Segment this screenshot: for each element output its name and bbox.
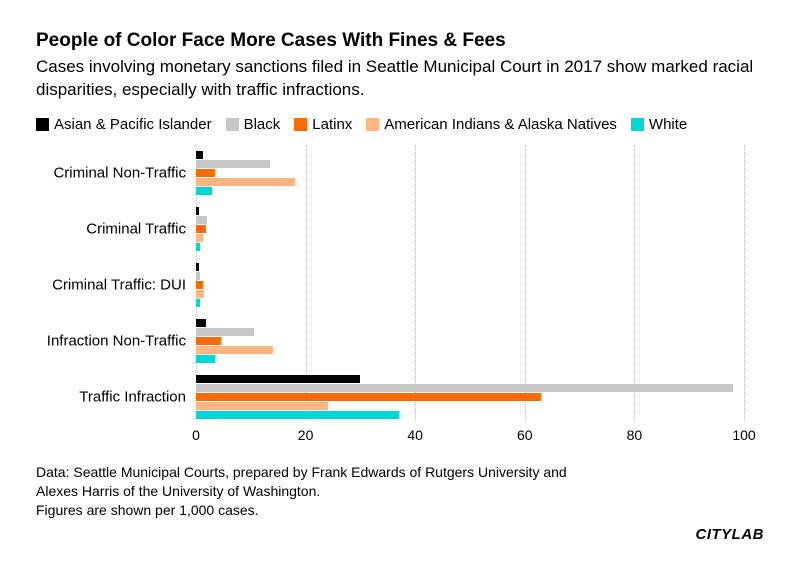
legend-label: Asian & Pacific Islander: [54, 116, 212, 133]
bar: [196, 243, 200, 251]
x-tick-label: 0: [192, 427, 200, 443]
category-group: Infraction Non-Traffic: [196, 319, 744, 363]
bar: [196, 281, 203, 289]
bar: [196, 346, 273, 354]
x-tick-label: 40: [407, 427, 423, 443]
legend-swatch: [366, 118, 379, 131]
bar: [196, 169, 215, 177]
bar: [196, 178, 295, 186]
category-label: Infraction Non-Traffic: [47, 332, 196, 349]
bar: [196, 393, 541, 401]
category-label: Criminal Non-Traffic: [53, 164, 196, 181]
bar: [196, 375, 360, 383]
bar: [196, 263, 199, 271]
legend-item: American Indians & Alaska Natives: [366, 116, 617, 133]
chart-area: 020406080100Criminal Non-TrafficCriminal…: [36, 145, 764, 445]
category-group: Traffic Infraction: [196, 375, 744, 419]
x-tick-label: 100: [732, 427, 755, 443]
chart-title: People of Color Face More Cases With Fin…: [36, 30, 764, 52]
bar: [196, 290, 204, 298]
source-line-1: Data: Seattle Municipal Courts, prepared…: [36, 463, 764, 482]
bar: [196, 337, 221, 345]
bar: [196, 151, 203, 159]
chart-subtitle: Cases involving monetary sanctions filed…: [36, 56, 764, 102]
bar: [196, 411, 399, 419]
bar: [196, 402, 328, 410]
category-group: Criminal Traffic: [196, 207, 744, 251]
bar: [196, 207, 199, 215]
category-label: Traffic Infraction: [79, 388, 196, 405]
bar: [196, 328, 254, 336]
x-tick-label: 80: [627, 427, 643, 443]
legend-label: Latinx: [312, 116, 352, 133]
chart-footer: Data: Seattle Municipal Courts, prepared…: [36, 463, 764, 520]
category-label: Criminal Traffic: [86, 220, 196, 237]
footer-note: Figures are shown per 1,000 cases.: [36, 501, 764, 520]
bar: [196, 384, 733, 392]
source-line-2: Alexes Harris of the University of Washi…: [36, 482, 764, 501]
bar: [196, 299, 200, 307]
x-tick-label: 20: [298, 427, 314, 443]
legend-item: Latinx: [294, 116, 352, 133]
category-label: Criminal Traffic: DUI: [52, 276, 196, 293]
bar: [196, 187, 212, 195]
bar: [196, 272, 200, 280]
legend-swatch: [631, 118, 644, 131]
legend-item: Asian & Pacific Islander: [36, 116, 212, 133]
legend-label: American Indians & Alaska Natives: [384, 116, 617, 133]
legend-label: White: [649, 116, 687, 133]
bar: [196, 225, 206, 233]
x-tick-label: 60: [517, 427, 533, 443]
legend-label: Black: [244, 116, 281, 133]
legend: Asian & Pacific Islander Black Latinx Ameri…: [36, 116, 764, 133]
category-group: Criminal Non-Traffic: [196, 151, 744, 195]
legend-item: Black: [226, 116, 281, 133]
publisher-logo: CITYLAB: [696, 526, 765, 543]
bar: [196, 160, 270, 168]
legend-item: White: [631, 116, 687, 133]
legend-swatch: [294, 118, 307, 131]
legend-swatch: [226, 118, 239, 131]
bar: [196, 319, 206, 327]
gridline: [744, 145, 745, 421]
bar: [196, 234, 203, 242]
plot: 020406080100Criminal Non-TrafficCriminal…: [196, 145, 744, 421]
bar: [196, 216, 207, 224]
bar: [196, 355, 215, 363]
legend-swatch: [36, 118, 49, 131]
category-group: Criminal Traffic: DUI: [196, 263, 744, 307]
